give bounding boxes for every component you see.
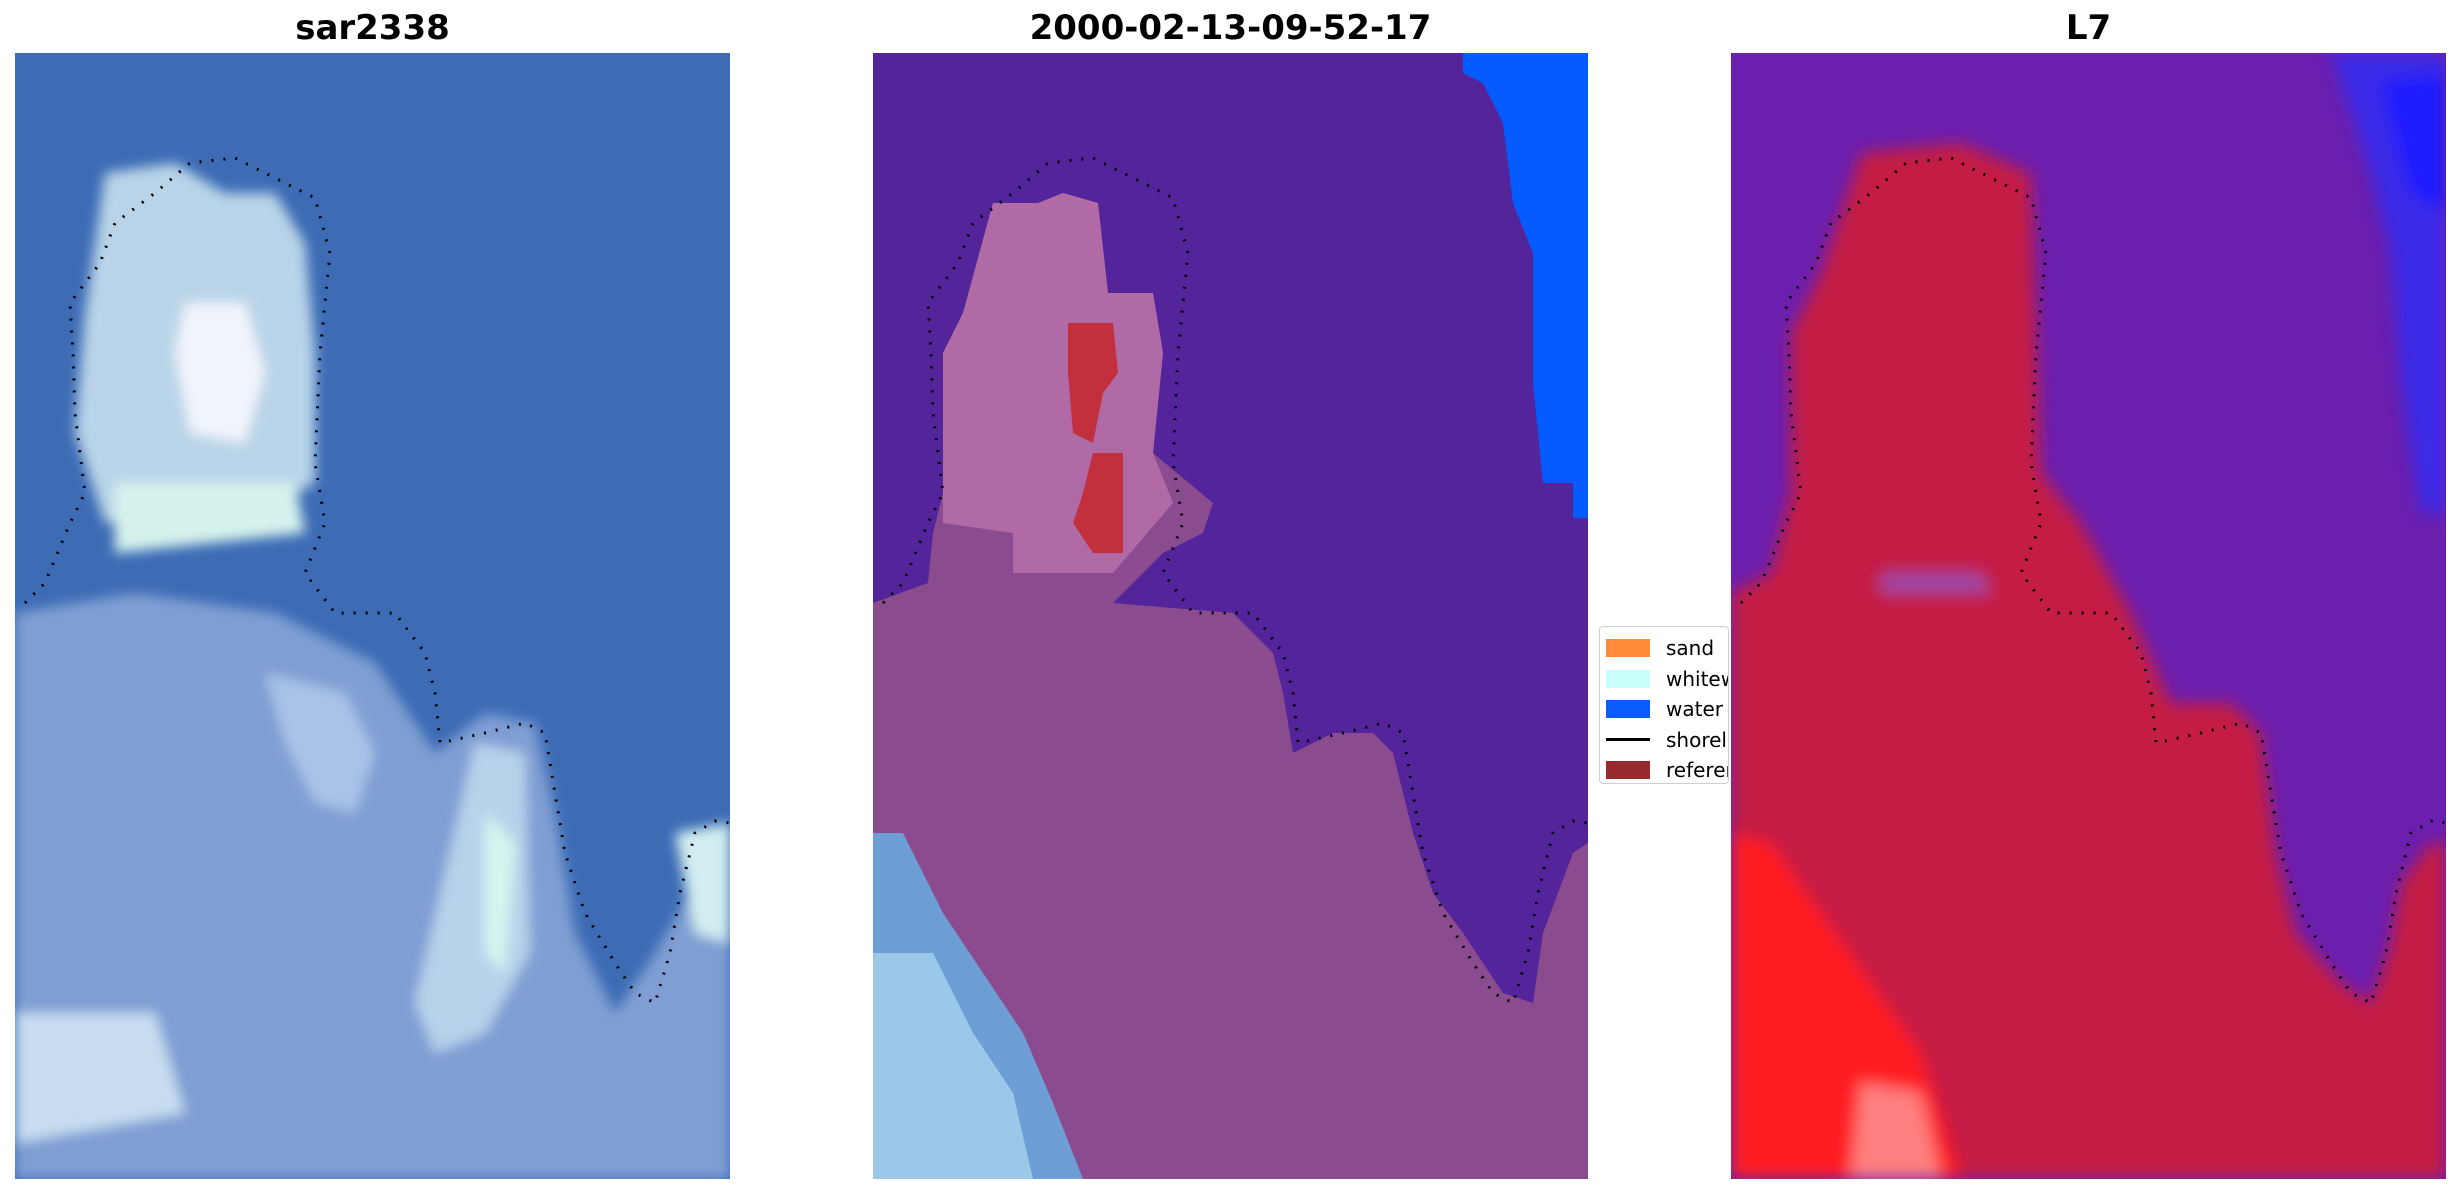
legend-swatch-reference — [1606, 761, 1650, 780]
legend-item-shoreline: shoreline — [1606, 725, 1728, 756]
panel-title-classified: 2000-02-13-09-52-17 — [1029, 8, 1432, 48]
rgb-image — [15, 53, 730, 1179]
panel-title-rgb: sar2338 — [295, 8, 450, 48]
index-image — [1731, 53, 2446, 1179]
legend-label-water: water — [1666, 697, 1723, 722]
legend-swatch-shoreline — [1606, 738, 1650, 742]
panel-title-index: L7 — [2065, 8, 2112, 48]
legend-swatch-sand — [1606, 639, 1650, 658]
legend-swatch-water — [1606, 700, 1650, 719]
classified-image — [873, 53, 1588, 1179]
legend-item-sand: sand — [1606, 633, 1728, 664]
legend-label-sand: sand — [1666, 636, 1715, 661]
legend-label-shoreline: shoreline — [1666, 727, 1728, 752]
legend-label-reference: reference shoreline — [1666, 758, 1728, 783]
legend-item-reference: reference shoreline — [1606, 755, 1728, 783]
legend-swatch-whitewater — [1606, 669, 1650, 688]
rgb-image-panel — [15, 53, 730, 1179]
index-image-panel — [1731, 53, 2446, 1179]
legend-item-water: water — [1606, 694, 1728, 725]
classified-image-panel — [873, 53, 1588, 1179]
